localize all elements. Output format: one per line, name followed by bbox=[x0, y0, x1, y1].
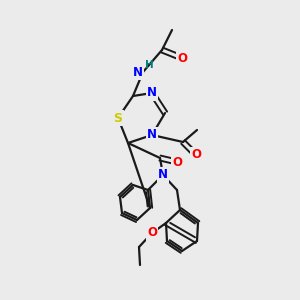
Text: O: O bbox=[191, 148, 201, 161]
Text: N: N bbox=[158, 169, 168, 182]
Text: O: O bbox=[147, 226, 157, 239]
Text: O: O bbox=[172, 155, 182, 169]
Text: N: N bbox=[147, 128, 157, 142]
Text: N: N bbox=[133, 65, 143, 79]
Text: N: N bbox=[147, 86, 157, 100]
Text: S: S bbox=[113, 112, 122, 124]
Text: H: H bbox=[145, 60, 154, 70]
Text: O: O bbox=[177, 52, 187, 64]
